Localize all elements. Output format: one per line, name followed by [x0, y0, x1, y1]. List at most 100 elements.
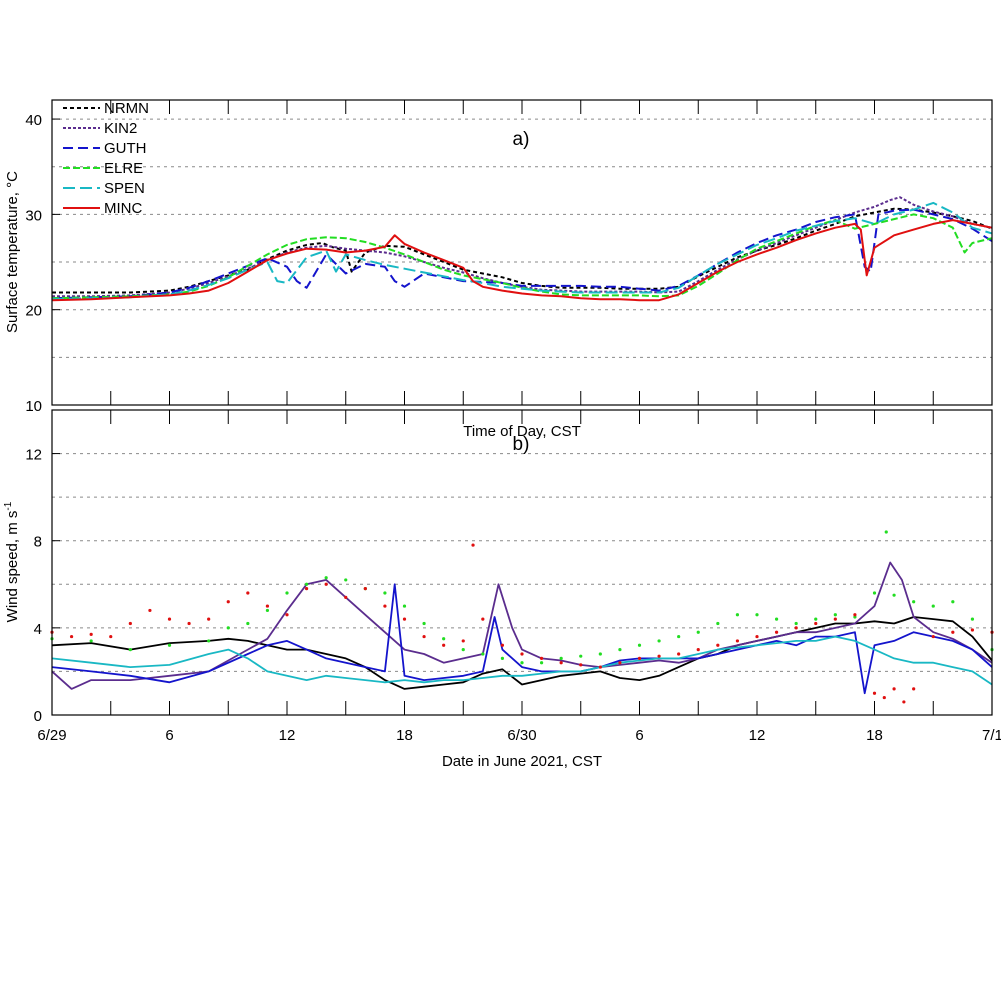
data-point-elre	[89, 639, 93, 643]
x-axis-label: Date in June 2021, CST	[442, 753, 602, 770]
legend-label-elre: ELRE	[104, 160, 143, 177]
data-point-minc	[755, 634, 759, 639]
data-point-elre	[657, 639, 661, 643]
data-point-minc	[324, 582, 328, 586]
data-point-elre	[884, 530, 888, 534]
data-point-minc	[951, 630, 955, 634]
x-tick-label: 12	[279, 727, 296, 744]
data-point-minc	[598, 665, 602, 669]
data-point-elre	[735, 613, 740, 617]
data-point-elre	[774, 617, 779, 621]
series-line-nrmn	[51, 616, 993, 690]
data-point-minc	[285, 613, 289, 617]
data-point-minc	[461, 639, 465, 643]
data-point-minc	[970, 628, 975, 632]
temperature-y-tick-label: 20	[25, 303, 42, 320]
data-point-elre	[618, 648, 622, 652]
x-tick-label: 6	[165, 727, 173, 744]
data-point-minc	[304, 587, 309, 591]
x-tick-label: 7/1	[982, 727, 1001, 744]
data-point-minc	[442, 643, 446, 647]
data-point-elre	[637, 643, 642, 647]
series-line-spen	[51, 635, 993, 686]
data-point-minc	[735, 639, 740, 643]
data-point-minc	[344, 595, 348, 599]
data-point-minc	[481, 617, 485, 621]
temperature-gridlines	[52, 118, 992, 358]
data-point-elre	[128, 648, 132, 652]
data-point-elre	[500, 656, 505, 660]
data-point-elre	[461, 648, 465, 652]
data-point-elre	[872, 591, 877, 595]
temperature-series	[51, 196, 993, 302]
data-point-elre	[324, 576, 328, 580]
data-point-elre	[539, 661, 544, 665]
data-point-minc	[833, 617, 837, 621]
wind-y-tick-labels: 0 4 8 12	[25, 447, 42, 725]
data-point-elre	[716, 621, 720, 626]
wind-series	[50, 530, 994, 704]
wind-series-spen	[51, 635, 993, 686]
series-line-minc	[51, 219, 993, 302]
wind-x-tick-labels: 6/29 6 12 18 6/30 6 12 18 7/1	[37, 727, 1001, 744]
data-point-minc	[402, 617, 407, 621]
data-point-elre	[246, 621, 250, 626]
data-point-minc	[774, 630, 779, 634]
data-point-minc	[814, 621, 818, 626]
data-point-elre	[285, 591, 289, 595]
data-point-elre	[677, 634, 681, 639]
wind-panel: 0 4 8 12 6/29 6 12 18 6/30 6 12 18 7/1 Wind speed, …	[3, 409, 1001, 770]
data-point-elre	[912, 600, 916, 604]
data-point-elre	[167, 643, 172, 647]
x-tick-label: 6	[635, 727, 643, 744]
data-point-minc	[207, 617, 211, 621]
data-point-minc	[265, 604, 270, 608]
wind-series-nrmn	[51, 616, 993, 690]
x-tick-label: 18	[396, 727, 413, 744]
data-point-minc	[422, 634, 426, 639]
data-point-minc	[618, 661, 622, 665]
data-point-elre	[304, 582, 309, 586]
data-point-elre	[383, 591, 387, 595]
data-point-elre	[207, 639, 211, 643]
data-point-minc	[109, 634, 113, 639]
data-point-minc	[226, 600, 230, 604]
wind-y-tick-label: 4	[34, 621, 42, 638]
temperature-series-spen	[51, 201, 993, 301]
legend-label-kin2: KIN2	[104, 120, 137, 137]
data-point-minc	[657, 654, 661, 658]
data-point-elre	[520, 661, 524, 665]
wind-ticks	[51, 410, 993, 716]
temperature-y-axis-label: Surface temperature, °C	[4, 171, 21, 333]
data-point-minc	[853, 613, 857, 617]
data-point-minc	[559, 661, 563, 665]
data-point-elre	[265, 608, 270, 613]
data-point-elre	[559, 656, 563, 660]
data-point-minc	[882, 695, 886, 700]
temperature-panel-label: a)	[513, 129, 530, 150]
data-point-minc	[246, 591, 250, 595]
x-tick-label: 6/29	[37, 727, 66, 744]
data-point-elre	[598, 652, 602, 656]
legend: NRMN KIN2 GUTH ELRE SPEN MINC	[63, 100, 149, 217]
data-point-elre	[226, 626, 230, 630]
data-point-elre	[794, 621, 798, 626]
temperature-panel: 10 20 30 40 Surface temperature, °C a) NRMN…	[4, 99, 993, 415]
data-point-elre	[422, 621, 426, 626]
temperature-ticks	[51, 100, 993, 406]
data-point-elre	[442, 637, 446, 641]
data-point-elre	[344, 578, 348, 582]
temperature-series-elre	[51, 213, 993, 300]
series-line-elre	[51, 213, 993, 300]
data-point-minc	[677, 652, 681, 656]
legend-label-spen: SPEN	[104, 180, 145, 197]
data-point-minc	[167, 617, 172, 621]
wind-series-minc	[50, 543, 994, 704]
wind-series-kin2	[51, 561, 993, 690]
wind-y-axis-label: Wind speed, m s-1	[3, 501, 21, 622]
x-tick-label: 12	[749, 727, 766, 744]
data-point-minc	[187, 621, 191, 626]
wind-y-tick-label: 12	[25, 447, 42, 464]
data-point-elre	[931, 604, 935, 608]
